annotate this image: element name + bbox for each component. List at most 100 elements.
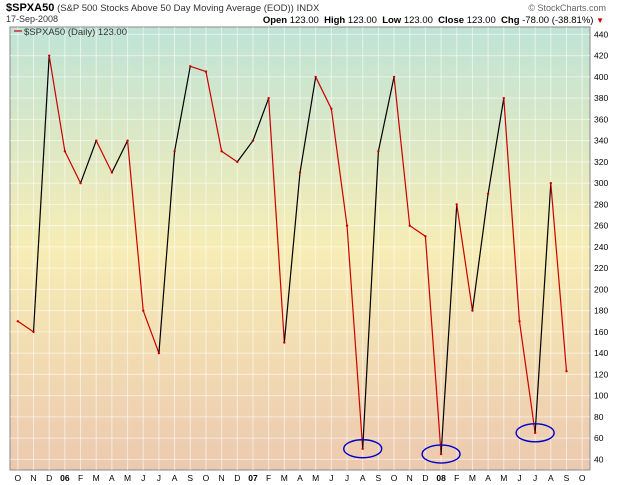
y-tick-label: 360 [594,114,608,124]
x-tick-label: N [30,473,36,483]
x-tick-label: A [360,473,366,483]
series-segment [126,140,144,311]
series-segment [174,66,191,152]
legend: $SPXA50 (Daily) 123.00 [14,27,127,38]
x-tick-label: M [312,473,319,483]
chg-label: Chg [501,15,520,26]
series-segment [471,193,489,311]
x-tick-label: J [517,473,521,483]
high-value: 123.00 [347,15,377,26]
series-segment [190,65,207,73]
y-tick-label: 380 [594,93,608,103]
series-segment [64,151,82,184]
y-tick-label: 400 [594,72,608,82]
series-segment [142,310,160,354]
data-point [110,171,114,174]
series-segment [95,140,113,173]
data-point [236,160,239,164]
x-tick-label: J [533,473,537,483]
y-tick-label: 100 [594,391,608,401]
x-tick-label: O [391,473,398,483]
x-axis: O N D 06 F M A M J J A S O N D 07 F M A M J J A S O N D 08 F M A M J J A S O [15,473,586,483]
data-point [424,235,427,238]
data-point [377,150,380,153]
y-tick-label: 220 [594,263,608,273]
series-segment [158,151,176,354]
data-point [204,70,208,73]
x-tick-label: D [234,473,240,483]
grid [10,27,590,470]
series-segment [518,321,536,433]
series-segment [440,204,458,455]
y-tick-label: 120 [594,369,608,379]
data-point [455,203,458,206]
x-tick-label: S [187,473,193,483]
x-tick-label: A [297,473,303,483]
data-point [486,192,490,195]
y-tick-label: 160 [594,327,608,337]
data-point [173,150,176,153]
y-tick-label: 300 [594,178,608,188]
legend-label: $SPXA50 (Daily) 123.00 [24,27,127,38]
data-point [298,171,302,174]
series-segment [456,204,474,311]
data-point [408,224,411,227]
x-tick-label: O [579,473,586,483]
y-tick-label: 260 [594,221,608,231]
y-tick-label: 180 [594,306,608,316]
series-segment [221,150,238,163]
x-tick-label: O [203,473,210,483]
copyright: © StockCharts.com [528,3,606,13]
exchange: INDX [296,3,320,14]
data-point [220,150,223,153]
data-point [189,65,192,68]
x-tick-label: A [485,473,491,483]
series-segment [346,225,364,449]
y-tick-label: 60 [594,433,604,443]
y-tick-label: 420 [594,51,608,61]
x-tick-label: M [281,473,288,483]
chart-header: $SPXA50 (S&P 500 Stocks Above 50 Day Mov… [6,2,319,14]
series-segment [299,76,317,173]
chg-value: -78.00 (-38.81%) [522,15,594,26]
x-tick-label: N [407,473,413,483]
close-label: Close [438,15,465,26]
x-tick-label: N [219,473,225,483]
series-segment [252,97,270,141]
x-tick-label: F [454,473,459,483]
series-segment [236,140,254,163]
low-marker-ellipse [515,423,555,443]
series-segment [283,172,301,343]
ohlc-readout: Open 123.00 High 123.00 Low 123.00 Close… [263,15,604,26]
data-point [392,75,396,79]
data-point [95,139,98,142]
data-point [361,447,364,450]
series-segment [48,55,66,152]
x-tick-label: J [345,473,349,483]
chart-date: 17-Sep-2008 [6,14,59,24]
y-tick-label: 340 [594,136,608,146]
low-marker-ellipse [343,439,383,459]
data-point [518,320,521,323]
y-tick-label: 280 [594,199,608,209]
data-point [251,139,255,142]
series-segment [487,98,505,194]
x-tick-label: S [564,473,570,483]
y-tick-label: 80 [594,412,604,422]
open-label: Open [262,15,288,26]
x-tick-label: S [376,473,382,483]
data-point [142,309,145,312]
data-point [471,309,474,312]
low-label: Low [382,15,402,26]
data-point [533,431,537,435]
data-point [502,96,505,100]
series-segment [111,140,129,173]
y-tick-label: 140 [594,348,608,358]
data-point [345,224,349,227]
data-point [439,452,443,456]
down-triangle-icon: ▼ [596,16,604,25]
y-axis: 40 60 80 100 120 140 160 180 200 220 240 260 280 300 3… [594,29,608,464]
data-point [565,370,568,373]
x-tick-label: F [78,473,83,483]
